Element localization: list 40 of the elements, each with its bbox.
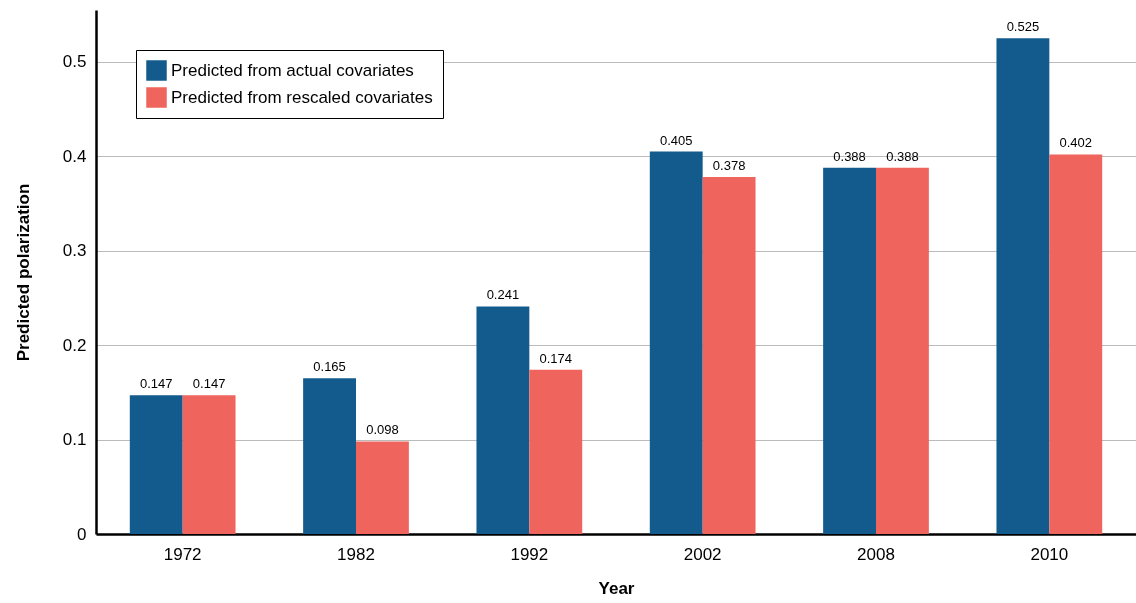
data-label: 0.378 xyxy=(712,158,746,174)
bar xyxy=(996,38,1050,534)
data-label: 0.525 xyxy=(1006,19,1040,35)
y-tick-label: 0.5 xyxy=(62,52,87,72)
x-tick-label: 2002 xyxy=(683,544,722,564)
bar xyxy=(823,167,876,534)
x-tick-label: 1992 xyxy=(510,544,549,564)
legend-label: Predicted from rescaled covariates xyxy=(171,87,433,107)
x-tick-label: 2010 xyxy=(1030,544,1069,564)
x-tick-label: 2008 xyxy=(857,544,895,564)
data-label: 0.147 xyxy=(192,376,226,392)
data-label: 0.388 xyxy=(886,148,919,164)
y-tick-label: 0.1 xyxy=(62,430,87,450)
bar xyxy=(649,151,703,534)
data-label: 0.147 xyxy=(139,376,173,392)
data-label: 0.405 xyxy=(659,132,693,148)
legend-label: Predicted from actual covariates xyxy=(171,60,414,80)
y-tick-label: 0.2 xyxy=(62,335,87,355)
bar xyxy=(182,395,236,534)
bar xyxy=(1049,154,1103,534)
data-label: 0.174 xyxy=(539,350,573,366)
data-label: 0.402 xyxy=(1059,135,1093,151)
y-tick-label: 0.3 xyxy=(62,241,87,261)
y-axis-title: Predicted polarization xyxy=(13,183,33,362)
x-tick-label: 1972 xyxy=(163,544,202,564)
data-label: 0.241 xyxy=(486,287,520,303)
bar xyxy=(876,167,929,534)
y-tick-label: 0 xyxy=(77,524,87,544)
bar xyxy=(129,395,183,534)
data-label: 0.165 xyxy=(313,359,346,375)
bar xyxy=(529,369,583,534)
bar xyxy=(303,378,356,534)
x-tick-label: 1982 xyxy=(337,544,375,564)
bar xyxy=(356,441,409,534)
x-axis-title: Year xyxy=(598,578,635,598)
y-tick-label: 0.4 xyxy=(62,146,87,166)
bar xyxy=(702,177,756,534)
data-label: 0.388 xyxy=(833,148,866,164)
bar xyxy=(476,306,530,534)
data-label: 0.098 xyxy=(366,422,399,438)
